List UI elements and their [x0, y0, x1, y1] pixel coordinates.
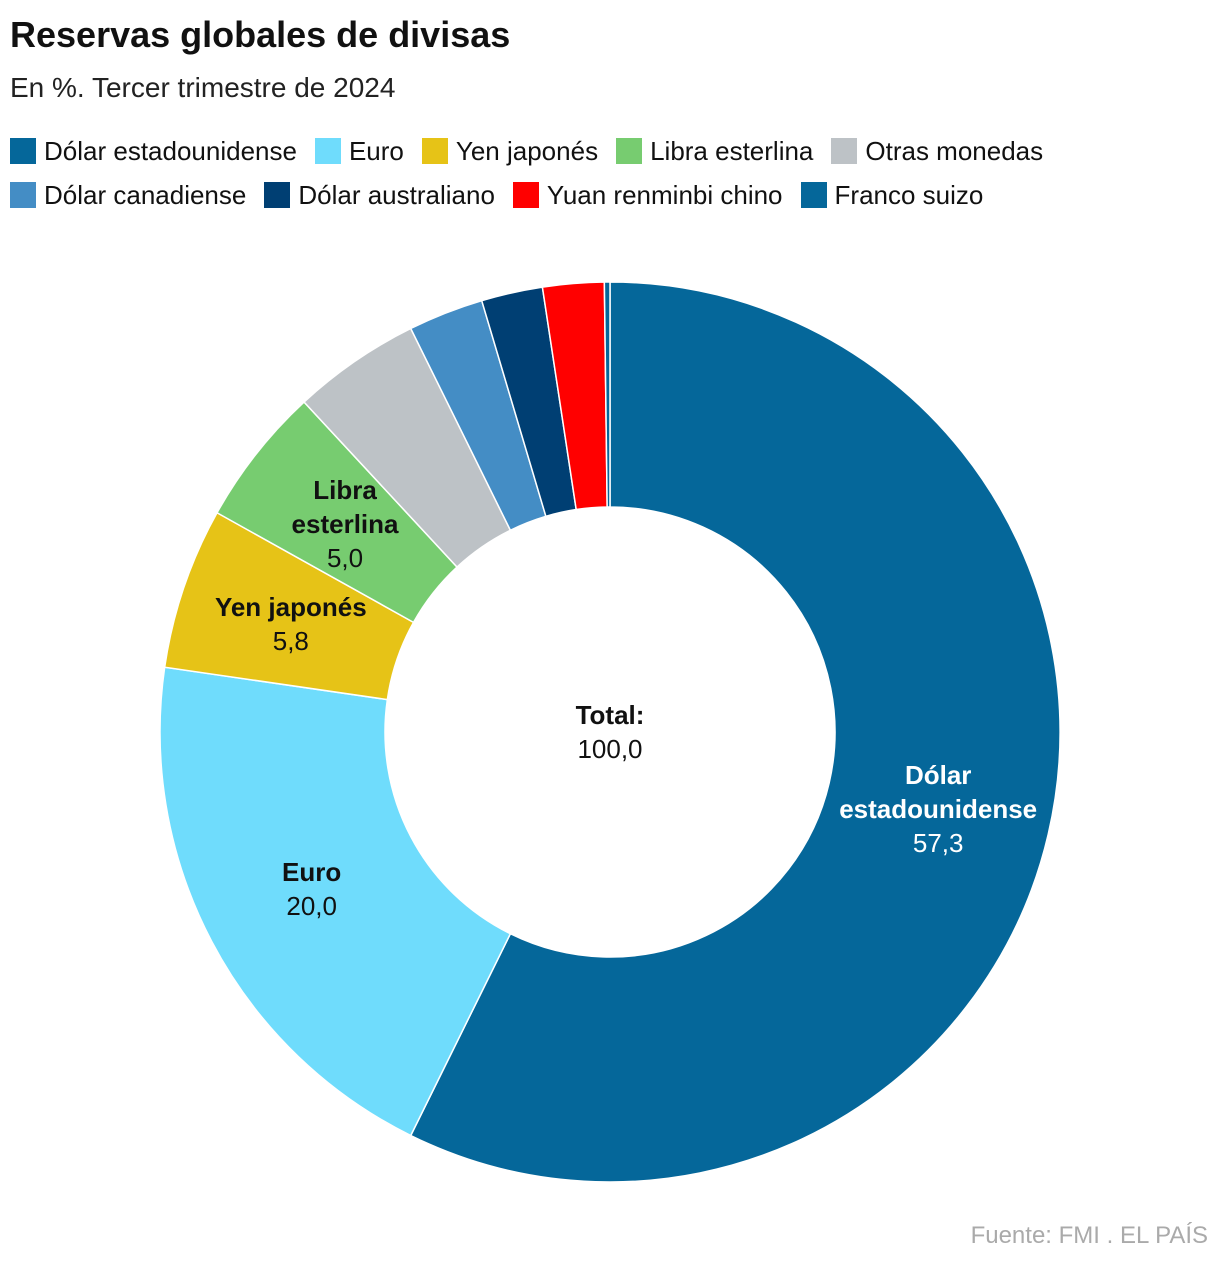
center-total: 100,0 [577, 734, 643, 764]
legend-item: Franco suizo [800, 180, 984, 210]
legend-label: Dólar australiano [298, 180, 495, 210]
center-title: Total: [575, 700, 645, 730]
legend-label: Yen japonés [455, 136, 599, 166]
slice-label: Euro 20,0 [192, 855, 432, 923]
slice [159, 666, 512, 1137]
slice-name: Dólar estadounidense [839, 759, 1038, 824]
legend-swatch [616, 138, 643, 164]
legend-item: Yen japonés [421, 136, 599, 166]
legend-label: Dólar canadiense [44, 180, 247, 210]
slice-value: 5,0 [326, 542, 364, 573]
legend-swatch [512, 182, 539, 208]
legend-label: Euro [348, 136, 404, 166]
legend-label: Dólar estadounidense [44, 136, 297, 166]
slice-label: Dólar estadounidense 57,3 [818, 758, 1058, 860]
legend: Dólar estadounidense Euro Yen japonés Libra… [10, 136, 1170, 210]
center-label: Total: 100,0 [490, 698, 730, 766]
slice-value: 20,0 [286, 890, 337, 921]
legend-swatch [314, 138, 341, 164]
slice-label: Libra esterlina 5,0 [265, 473, 425, 575]
chart-subtitle: En %. Tercer trimestre de 2024 [10, 72, 396, 103]
legend-label: Libra esterlina [650, 136, 814, 166]
legend-label: Yuan renminbi chino [546, 180, 783, 210]
slice-value: 5,8 [272, 625, 309, 656]
slice [409, 281, 1061, 1183]
slice-value: 57,3 [912, 827, 964, 858]
legend-swatch [831, 138, 858, 164]
legend-item: Dólar australiano [264, 180, 495, 210]
legend-item: Euro [314, 136, 404, 166]
source: Fuente: FMI . EL PAÍS [970, 1222, 1208, 1249]
legend-item: Dólar canadiense [10, 180, 246, 210]
legend-item: Otras monedas [831, 136, 1043, 166]
legend-label: Franco suizo [834, 180, 984, 210]
legend-swatch [800, 182, 827, 208]
legend-swatch [10, 182, 36, 208]
legend-item: Yuan renminbi chino [512, 180, 783, 210]
slice [603, 281, 611, 508]
legend-swatch [421, 138, 448, 164]
legend-label: Otras monedas [865, 136, 1044, 166]
legend-item: Libra esterlina [616, 136, 813, 166]
legend-swatch [264, 182, 291, 208]
chart-title: Reservas globales de divisas [10, 14, 511, 55]
slice-label: Yen japonés 5,8 [211, 590, 371, 658]
slice-name: Euro [282, 856, 342, 887]
legend-item: Dólar estadounidense [10, 136, 297, 166]
legend-swatch [10, 138, 36, 164]
slice-name: Libra esterlina [291, 474, 399, 539]
slice-name: Yen japonés [214, 591, 367, 622]
